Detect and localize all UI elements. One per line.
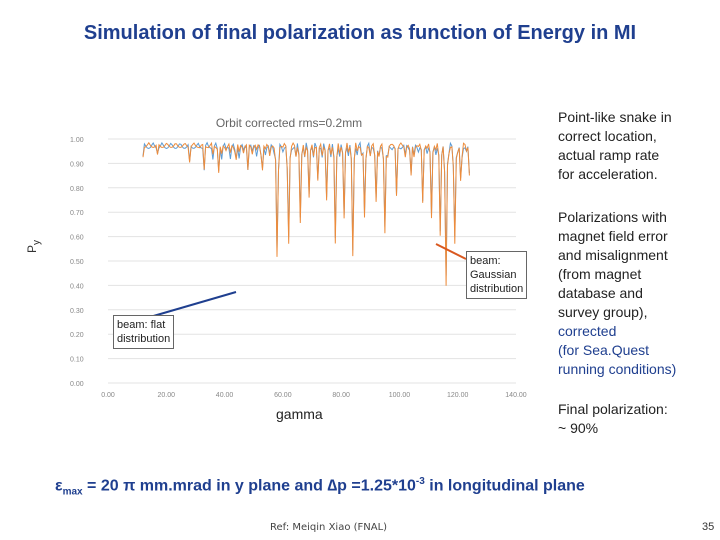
x-tick-label: 0.00 xyxy=(101,392,115,399)
callout-flat: beam: flat distribution xyxy=(113,315,175,349)
x-tick-label: 80.00 xyxy=(332,392,350,399)
y-tick-label: 0.40 xyxy=(70,283,84,290)
chart-title: Orbit corrected rms=0.2mm xyxy=(216,116,362,130)
y-tick-label: 0.90 xyxy=(70,161,84,168)
callout-gaussian: beam: Gaussian distribution xyxy=(466,251,528,299)
y-tick-label: 0.10 xyxy=(70,357,84,364)
y-tick-label: 0.30 xyxy=(70,308,84,315)
x-tick-label: 40.00 xyxy=(216,392,234,399)
chart-background xyxy=(48,103,530,403)
bottom-equation: εmax = 20 π mm.mrad in y plane and ∆p =1… xyxy=(55,476,585,498)
page-number: 35 xyxy=(702,521,715,533)
x-axis-label: gamma xyxy=(276,406,323,422)
right-text-errors: Polarizations with magnet field error an… xyxy=(558,209,677,377)
x-tick-label: 100.00 xyxy=(389,392,411,399)
series-orange-line xyxy=(142,141,470,286)
y-axis-label: Py xyxy=(25,239,43,253)
right-text-final: Final polarization: ~ 90% xyxy=(558,401,668,436)
reference-text: Ref: Meiqin Xiao (FNAL) xyxy=(270,522,388,533)
y-tick-label: 0.20 xyxy=(70,332,84,339)
right-text-snake: Point-like snake in correct location, ac… xyxy=(558,109,672,182)
y-tick-label: 0.70 xyxy=(70,210,84,217)
x-tick-label: 120.00 xyxy=(447,392,469,399)
y-tick-label: 0.80 xyxy=(70,186,84,193)
y-tick-label: 0.60 xyxy=(70,235,84,242)
x-tick-label: 60.00 xyxy=(274,392,292,399)
y-tick-label: 0.50 xyxy=(70,259,84,266)
polarization-chart: Orbit corrected rms=0.2mm 0.00 0.10 0.20 0.… xyxy=(48,103,530,403)
x-tick-label: 140.00 xyxy=(505,392,527,399)
y-tick-label: 1.00 xyxy=(70,137,84,144)
x-tick-label: 20.00 xyxy=(158,392,176,399)
slide-title: Simulation of final polarization as func… xyxy=(83,22,637,44)
y-tick-label: 0.00 xyxy=(70,381,84,388)
